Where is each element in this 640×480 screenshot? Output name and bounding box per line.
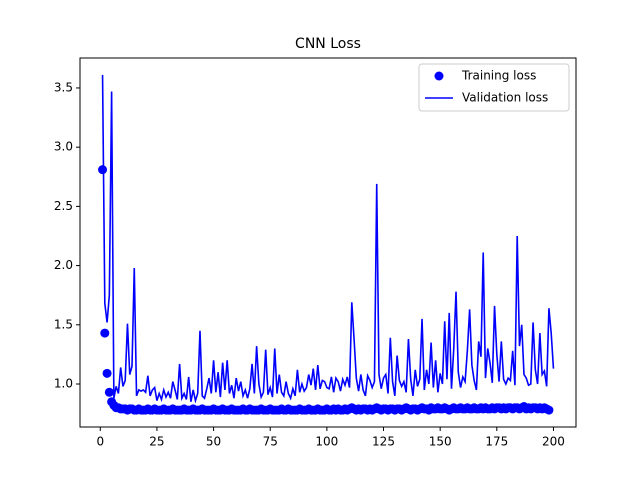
y-tick-label: 1.5 xyxy=(54,317,73,331)
y-tick-label: 1.0 xyxy=(54,377,73,391)
training-point xyxy=(104,387,114,397)
training-point xyxy=(98,165,108,175)
x-tick-label: 200 xyxy=(542,435,565,449)
x-tick-label: 25 xyxy=(149,435,164,449)
x-tick-label: 50 xyxy=(206,435,221,449)
training-point xyxy=(544,405,554,415)
legend-label: Training loss xyxy=(461,69,536,83)
legend-box xyxy=(418,63,570,112)
y-tick-label: 2.0 xyxy=(54,258,73,272)
x-tick-label: 150 xyxy=(429,435,452,449)
validation-line xyxy=(101,74,555,404)
x-tick-label: 0 xyxy=(96,435,104,449)
x-tick-label: 100 xyxy=(315,435,338,449)
legend-label: Validation loss xyxy=(462,91,548,105)
training-point xyxy=(102,368,112,378)
legend-marker xyxy=(434,71,444,81)
y-tick-label: 2.5 xyxy=(54,199,73,213)
x-tick-label: 75 xyxy=(263,435,278,449)
training-point xyxy=(100,328,110,338)
chart-title: CNN Loss xyxy=(295,36,361,52)
y-tick-label: 3.5 xyxy=(54,80,73,94)
x-tick-label: 175 xyxy=(485,435,508,449)
y-tick-label: 3.0 xyxy=(54,140,73,154)
plot-frame xyxy=(79,57,577,428)
x-tick-label: 125 xyxy=(372,435,395,449)
